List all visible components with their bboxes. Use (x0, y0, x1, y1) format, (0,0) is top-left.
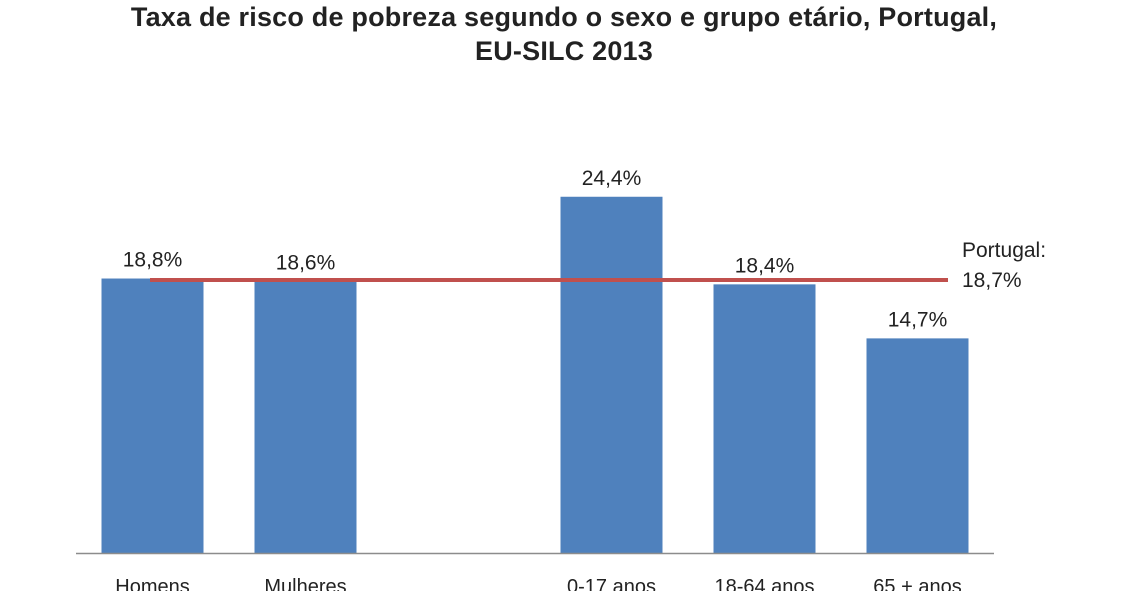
reference-label: Portugal: (962, 239, 1047, 262)
data-label-homens: 18,8% (123, 249, 183, 272)
bar-mulheres (254, 281, 357, 553)
chart-title-line2: EU-SILC 2013 (475, 36, 653, 66)
data-label-65-anos: 14,7% (888, 308, 948, 331)
category-label-18-64-anos: 18-64 anos (714, 576, 814, 591)
data-label-18-64-anos: 18,4% (735, 254, 795, 277)
chart-title-line1: Taxa de risco de pobreza segundo o sexo … (130, 2, 998, 32)
bar-0-17-anos (560, 196, 663, 553)
bars-group (101, 196, 969, 553)
data-label-mulheres: 18,6% (276, 251, 336, 274)
category-labels-group: Homens Mulheres 0-17 anos 18-64 anos 65 + an… (115, 576, 961, 591)
category-label-65-anos: 65 + anos (873, 576, 961, 591)
category-label-0-17-anos: 0-17 anos (567, 576, 656, 591)
category-label-mulheres: Mulheres (264, 576, 346, 591)
bar-homens (101, 278, 204, 553)
data-labels-group: 18,8% 18,6% 24,4% 18,4% 14,7% (123, 167, 948, 332)
category-label-homens: Homens (115, 576, 189, 591)
bar-18-64-anos (713, 284, 816, 553)
reference-value-label: 18,7% (962, 269, 1022, 292)
bar-65-anos (866, 338, 969, 553)
data-label-0-17-anos: 24,4% (582, 167, 642, 190)
